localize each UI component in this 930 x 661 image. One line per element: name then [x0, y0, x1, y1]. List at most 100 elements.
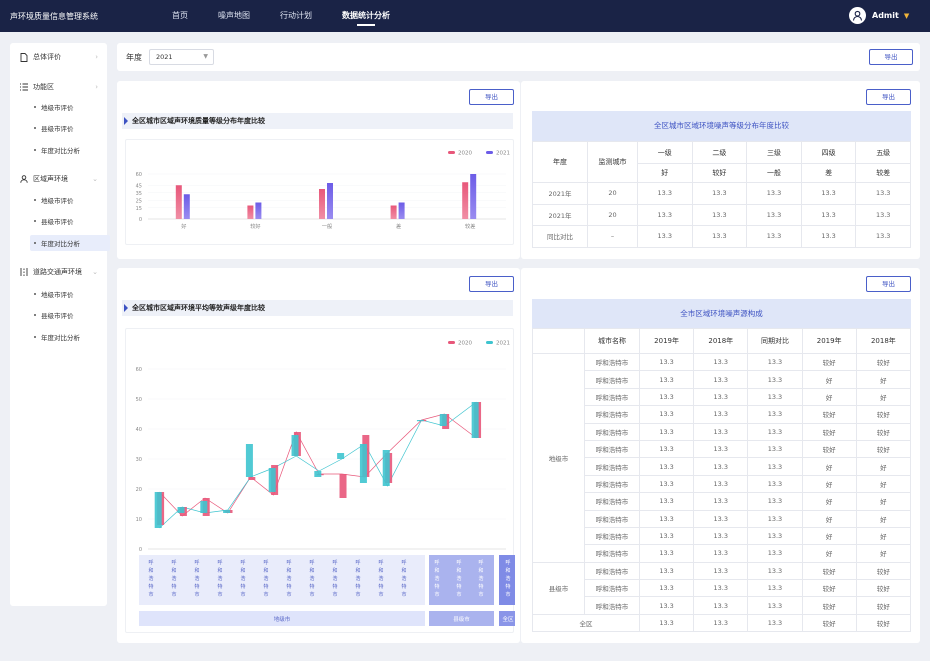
col-subheader: 较差 [855, 163, 911, 183]
sidebar-item-city-eval[interactable]: 地级市评价 [30, 286, 110, 302]
x-tick-label-char: 和 [332, 567, 337, 574]
x-tick-label-char: 和 [378, 567, 383, 574]
table-cell: 13.3 [746, 203, 802, 226]
table-cell: 呼和浩特市 [584, 405, 640, 424]
table-title: 全区城市区域环境噪声等级分布年度比较 [532, 111, 911, 141]
caret-down-icon: ▼ [903, 11, 910, 20]
x-tick-label-char: 和 [217, 567, 222, 574]
bar-2021-一般 [327, 183, 333, 219]
y-tick-label: 10 [136, 517, 142, 523]
sidebar-item-annual-compare[interactable]: 年度对比分析 [30, 329, 110, 345]
sidebar-item-city-eval[interactable]: 地级市评价 [30, 192, 110, 208]
section-title: 全区城市区域声环境质量等级分布年度比较 [122, 113, 513, 129]
x-tick-label-char: 市 [194, 591, 199, 598]
table-row: 呼和浩特市 13.3 13.3 13.3 好好 [533, 544, 912, 563]
table-cell: 呼和浩特市 [584, 492, 640, 511]
export-button[interactable]: 导出 [469, 276, 514, 292]
table-cell: 好 [801, 370, 857, 389]
candle-2021 [471, 402, 479, 438]
table-cell: 13.3 [638, 457, 695, 476]
export-button[interactable]: 导出 [866, 89, 911, 105]
x-tick-label-char: 呼 [309, 559, 314, 566]
sidebar-group-function-area[interactable]: 功能区 › [10, 79, 107, 95]
sidebar-item-county-eval[interactable]: 县级市评价 [30, 213, 110, 229]
sidebar-group-overall[interactable]: 总体评价 › [10, 49, 107, 65]
nav-noise-map[interactable]: 噪声地图 [218, 11, 250, 20]
x-tick-label-char: 和 [505, 567, 510, 574]
user-menu[interactable]: Admit ▼ [849, 7, 909, 24]
export-button[interactable]: 导出 [869, 49, 913, 65]
y-tick-label: 0 [139, 547, 142, 553]
year-value: 2021 [156, 53, 173, 61]
table-cell: 13.3 [638, 422, 695, 441]
nav-home[interactable]: 首页 [172, 11, 188, 20]
x-tick-label-char: 市 [171, 591, 176, 598]
bar-2020-一般 [319, 189, 325, 219]
table-cell: 13.3 [691, 203, 748, 226]
legend-swatch [486, 341, 493, 344]
candle-2021 [382, 450, 390, 486]
x-tick-label-char: 市 [378, 591, 383, 598]
x-tick-label-char: 呼 [148, 559, 153, 566]
sidebar-item-county-eval[interactable]: 县级市评价 [30, 120, 110, 136]
table-cell: 呼和浩特市 [584, 352, 640, 372]
sidebar-item-label: 年度对比分析 [41, 147, 80, 155]
nav-action-plan[interactable]: 行动计划 [280, 11, 312, 20]
table-cell: 好 [801, 457, 857, 476]
bar-chart-frame: 0 15 25 35 45 60 好 较好 一般 差 较差 2020 2021 [125, 139, 514, 245]
col-header: 年度 [532, 141, 588, 183]
group-label-di: 地级市 [274, 615, 291, 623]
col-header [532, 328, 585, 354]
table-cell: 较好 [801, 422, 857, 441]
group-cell: 地级市 [532, 353, 585, 563]
table-cell: 呼和浩特市 [584, 439, 640, 459]
sidebar-item-label: 县级市评价 [41, 125, 74, 133]
table-cell: 13.3 [638, 596, 695, 615]
total-label: 全区 [532, 613, 640, 632]
table-cell: 呼和浩特市 [584, 561, 640, 581]
sidebar-group-regional[interactable]: 区域声环境 ⌄ [10, 171, 107, 187]
table-cell: 13.3 [747, 422, 803, 441]
table-cell: 呼和浩特市 [584, 596, 640, 615]
x-tick-label: 较好 [250, 222, 260, 230]
year-select[interactable]: 2021 ▼ [149, 49, 214, 65]
line-chart-panel: 导出 全区城市区域声环境平均等效声级年度比较 0 10 20 30 40 50 60 2020… [117, 268, 520, 643]
sidebar-item-city-eval[interactable]: 地级市评价 [30, 99, 110, 115]
table-cell: 13.3 [800, 182, 857, 205]
sidebar-item-annual-compare[interactable]: 年度对比分析 [30, 235, 110, 251]
x-tick-label-char: 市 [309, 591, 314, 598]
table-cell: 较好 [855, 439, 912, 459]
avatar [849, 7, 866, 24]
table-cell: 较好 [855, 596, 912, 615]
export-button[interactable]: 导出 [469, 89, 514, 105]
table-cell: 较好 [855, 561, 912, 581]
sidebar-item-county-eval[interactable]: 县级市评价 [30, 307, 110, 323]
table-cell: 13.3 [638, 613, 695, 632]
x-tick-label-char: 市 [434, 591, 439, 598]
export-button[interactable]: 导出 [866, 276, 911, 292]
sidebar-item-annual-compare[interactable]: 年度对比分析 [30, 142, 110, 158]
y-tick-label: 60 [136, 172, 142, 178]
sidebar-item-label: 地级市评价 [41, 104, 74, 112]
candle-2020 [248, 477, 256, 480]
table-cell: – [587, 225, 638, 248]
table-cell: 呼和浩特市 [584, 422, 640, 441]
sidebar-group-road-traffic[interactable]: 道路交通声环境 ⌄ [10, 264, 107, 280]
candle-2021 [416, 420, 424, 422]
line-chart-frame: 0 10 20 30 40 50 60 2020 2021 呼和浩特市 呼和浩特市 呼和浩特市 呼和浩特… [125, 328, 517, 633]
nav-statistics[interactable]: 数据统计分析 [342, 0, 390, 32]
x-tick-label-char: 和 [263, 567, 268, 574]
table-cell: 呼和浩特市 [584, 457, 640, 476]
table-cell: 13.3 [747, 405, 803, 424]
x-tick-label-char: 特 [286, 583, 291, 590]
table-row: 呼和浩特市 13.3 13.3 13.3 好好 [533, 387, 912, 407]
grade-table: 年度 监测城市 一级 二级 三级 四级 五级 好 较好 一般 差 较差 2021… [532, 141, 911, 248]
candle-2021 [291, 435, 299, 456]
chevron-down-icon: ⌄ [92, 175, 98, 183]
table-cell: 13.3 [638, 439, 695, 459]
x-group-box-di [139, 555, 425, 605]
table-cell: 呼和浩特市 [584, 370, 640, 389]
sidebar-item-label: 地级市评价 [41, 197, 74, 205]
table-cell: 13.3 [693, 509, 749, 528]
sidebar-item-label: 年度对比分析 [41, 240, 80, 248]
